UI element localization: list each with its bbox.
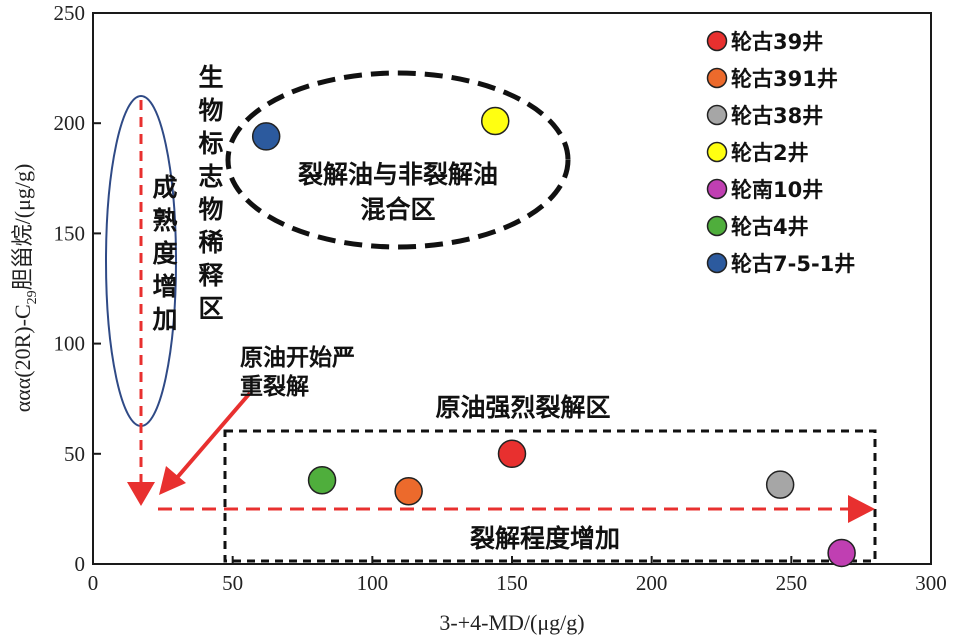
biomarker-dilution-label: 生物标志物稀释区 xyxy=(198,63,224,323)
y-tick-label: 50 xyxy=(64,442,85,466)
mixed-zone-label-line1: 裂解油与非裂解油 xyxy=(298,160,498,189)
legend-entry-label: 轮古7-5-1井 xyxy=(731,252,855,276)
legend-entry-label: 轮古39井 xyxy=(731,30,823,54)
legend-entry-label: 轮古38井 xyxy=(731,104,823,128)
legend-entry-label: 轮古391井 xyxy=(731,67,838,91)
y-axis-ticks: 0 50 100 150 200 250 xyxy=(54,1,101,576)
y-axis-title-part-1: αα xyxy=(10,389,35,413)
x-axis-ticks: 0 50 100 150 200 250 300 xyxy=(88,556,947,595)
legend-entry-label: 轮古2井 xyxy=(731,141,809,165)
data-point xyxy=(251,122,281,151)
severe-cracking-label-line2: 重裂解 xyxy=(240,373,309,400)
y-tick-label: 250 xyxy=(54,1,86,25)
severe-cracking-label-line1: 原油开始严 xyxy=(240,344,355,371)
x-tick-label: 0 xyxy=(88,571,99,595)
severe-cracking-arrow-head xyxy=(159,466,186,495)
legend-marker xyxy=(706,215,728,237)
y-axis-title-subscript: 29 xyxy=(25,290,40,304)
y-axis-title-part-5: 胆甾烷/(μg/g) xyxy=(10,164,35,291)
x-tick-label: 150 xyxy=(496,571,528,595)
cracking-increase-arrow-head xyxy=(848,495,875,523)
legend-entry-label: 轮古4井 xyxy=(731,215,809,239)
maturity-arrow-head xyxy=(127,482,155,506)
y-tick-label: 0 xyxy=(75,552,86,576)
legend-marker xyxy=(706,178,728,200)
data-point xyxy=(765,470,795,499)
legend-marker xyxy=(706,141,728,163)
mixed-zone-ellipse xyxy=(225,70,571,250)
y-axis-title-part-3: (20R)-C xyxy=(10,304,35,377)
y-tick-label: 100 xyxy=(54,332,86,356)
cracking-increase-label: 裂解程度增加 xyxy=(470,524,620,553)
y-axis-title-part-2: α xyxy=(10,377,35,389)
data-point xyxy=(827,538,856,568)
data-point xyxy=(394,477,423,506)
mixed-zone-label-line2: 混合区 xyxy=(360,195,435,224)
data-points xyxy=(251,106,856,568)
x-tick-label: 50 xyxy=(222,571,243,595)
x-tick-label: 200 xyxy=(636,571,668,595)
legend-marker xyxy=(706,252,728,274)
data-point xyxy=(497,439,527,469)
strong-cracking-zone-box xyxy=(223,429,877,563)
data-point xyxy=(480,106,510,136)
legend-marker xyxy=(706,30,728,52)
y-tick-label: 200 xyxy=(54,111,86,135)
y-tick-label: 150 xyxy=(54,221,86,245)
y-axis-title: ααα(20R)-C29胆甾烷/(μg/g) xyxy=(10,164,40,413)
severe-cracking-arrow xyxy=(173,391,252,482)
maturity-increase-label: 成熟度增加 xyxy=(151,173,177,334)
data-point xyxy=(307,465,337,495)
strong-cracking-zone-label: 原油强烈裂解区 xyxy=(435,393,610,422)
legend-marker xyxy=(706,104,728,126)
x-tick-label: 250 xyxy=(776,571,808,595)
x-axis-title: 3-+4-MD/(μg/g) xyxy=(439,610,584,635)
legend-entry-label: 轮南10井 xyxy=(731,178,823,202)
x-tick-label: 300 xyxy=(915,571,947,595)
legend-marker xyxy=(706,67,728,89)
x-tick-label: 100 xyxy=(357,571,389,595)
